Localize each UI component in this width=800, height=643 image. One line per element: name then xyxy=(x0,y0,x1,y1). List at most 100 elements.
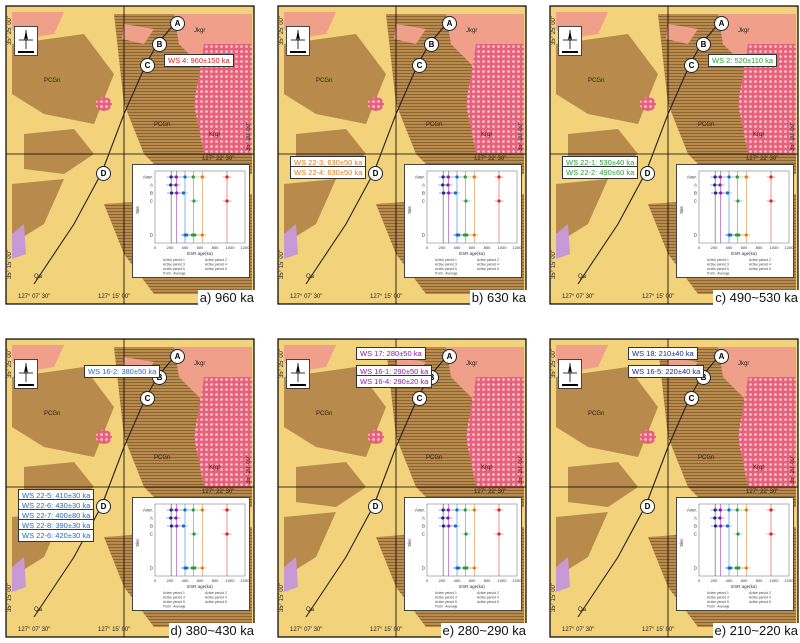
x-tick-label: 200 xyxy=(167,578,174,583)
y-tick-label: Aver. xyxy=(143,508,153,513)
data-point xyxy=(446,175,450,179)
data-point xyxy=(735,175,739,179)
unit-label: PCGn xyxy=(316,411,333,417)
data-point xyxy=(183,175,187,179)
y-tick-label: D xyxy=(422,566,426,571)
age-label: WS 16-2: 380±50 ka xyxy=(84,365,161,378)
data-point xyxy=(455,175,459,179)
unit-label: Qa xyxy=(34,607,43,613)
data-point xyxy=(446,516,450,520)
legend-entry: Active period 3 xyxy=(707,263,729,267)
unit-label: PCGn xyxy=(44,78,61,84)
esr-age-chart: Aver. A B C D 0 200 400 600 800 1000 1200 Site ESR ag… xyxy=(404,164,522,278)
esr-age-chart: Aver. A B C D 0 200 400 600 800 1000 1200 Site ESR ag… xyxy=(676,164,794,278)
north-arrow-icon xyxy=(558,26,582,56)
x-tick-label: 600 xyxy=(197,578,204,583)
data-point xyxy=(472,233,476,237)
lon-label: 127° 07' 30" xyxy=(290,627,323,633)
data-point xyxy=(719,191,723,195)
lat-label: 35° 15' 00" xyxy=(7,583,13,613)
x-axis-label: ESR age(ka) xyxy=(731,251,757,256)
y-axis-label: Site xyxy=(135,206,140,214)
data-point xyxy=(713,508,717,512)
y-axis-label: Site xyxy=(679,206,684,214)
legend-entry: Active period 4 xyxy=(749,596,771,600)
data-point xyxy=(184,233,189,237)
unit-label: Krgr xyxy=(481,465,493,471)
data-point xyxy=(441,516,445,520)
x-tick-label: 0 xyxy=(698,245,701,250)
y-tick-label: C xyxy=(422,532,426,537)
data-point xyxy=(192,532,196,536)
site-marker: A xyxy=(170,16,185,31)
x-tick-label: 1200 xyxy=(513,578,521,583)
x-tick-label: 800 xyxy=(212,578,219,583)
legend-entry: Point - Average xyxy=(163,272,186,276)
data-point xyxy=(169,508,173,512)
data-point xyxy=(725,191,730,195)
north-arrow-icon xyxy=(286,26,310,56)
unit-label: Qa xyxy=(34,274,43,280)
lat-label: 35° 20' 00" xyxy=(246,122,252,152)
unit-label: Krgr xyxy=(753,465,765,471)
lat-label: 35° 25' 00" xyxy=(279,349,285,379)
data-point xyxy=(713,175,717,179)
age-label: WS 4: 960±150 ka xyxy=(164,54,234,67)
x-axis-label: ESR age(ka) xyxy=(731,584,757,589)
data-point xyxy=(736,532,740,536)
lon-label: 127° 15' 00" xyxy=(370,294,403,300)
x-tick-label: 800 xyxy=(484,578,491,583)
site-marker: A xyxy=(714,16,729,31)
site-marker: C xyxy=(684,391,699,406)
site-marker: C xyxy=(140,391,155,406)
site-marker: C xyxy=(140,58,155,73)
y-axis-label: Site xyxy=(407,206,412,214)
data-point xyxy=(744,566,748,570)
y-tick-label: Aver. xyxy=(143,175,153,180)
y-tick-label: C xyxy=(694,199,698,204)
data-point xyxy=(446,508,450,512)
data-point xyxy=(200,566,204,570)
data-point xyxy=(713,524,718,528)
data-point xyxy=(713,183,717,187)
legend-entry: Active period 3 xyxy=(163,263,185,267)
unit-label: Krgr xyxy=(209,132,221,138)
x-tick-label: 600 xyxy=(469,578,476,583)
data-point xyxy=(200,175,204,179)
data-point xyxy=(718,508,722,512)
data-point xyxy=(456,233,461,237)
esr-age-plot: Aver. ABC D 0 200 400 600 800 1000 1200 Site ESR ag… xyxy=(135,503,249,609)
legend-entry: Active period 3 xyxy=(435,263,457,267)
y-tick-label: A xyxy=(694,516,697,521)
data-point xyxy=(174,508,178,512)
age-label: WS 16-4: 290±20 ka xyxy=(356,375,433,388)
panel-caption: b) 630 ka xyxy=(469,290,528,305)
unit-label: PCGn xyxy=(44,411,61,417)
data-point xyxy=(184,566,189,570)
data-point xyxy=(719,524,723,528)
data-point xyxy=(192,199,196,203)
data-point xyxy=(718,516,722,520)
x-tick-label: 200 xyxy=(439,578,446,583)
esr-age-chart: Aver. A B C D 0 200 400 600 800 1000 1200 Site ESR ag… xyxy=(676,497,794,611)
lon-label: 127° 22' 30" xyxy=(474,156,507,162)
lon-label: 127° 15' 00" xyxy=(370,627,403,633)
age-label: WS 18: 210±40 ka xyxy=(628,347,698,360)
x-axis-label: ESR age(ka) xyxy=(459,251,485,256)
lon-label: 127° 22' 30" xyxy=(202,156,235,162)
unit-label: Jkgr xyxy=(194,361,206,367)
x-tick-label: 0 xyxy=(154,578,157,583)
x-tick-label: 0 xyxy=(698,578,701,583)
data-point xyxy=(744,233,748,237)
data-point xyxy=(169,191,174,195)
data-point xyxy=(769,175,773,179)
unit-label: Qa xyxy=(578,607,587,613)
data-point xyxy=(447,191,451,195)
site-marker: C xyxy=(412,391,427,406)
y-tick-label: Aver. xyxy=(687,175,697,180)
unit-label: Krgr xyxy=(481,132,493,138)
map-panel: Jkgr PCGn PCGn Krgr Qa 127° 07' 30" 127° 15' 0… xyxy=(276,337,532,640)
x-tick-label: 1000 xyxy=(226,245,236,250)
panel-caption: c) 490~530 ka xyxy=(713,290,800,305)
legend-entry: Active period 1 xyxy=(435,258,457,262)
